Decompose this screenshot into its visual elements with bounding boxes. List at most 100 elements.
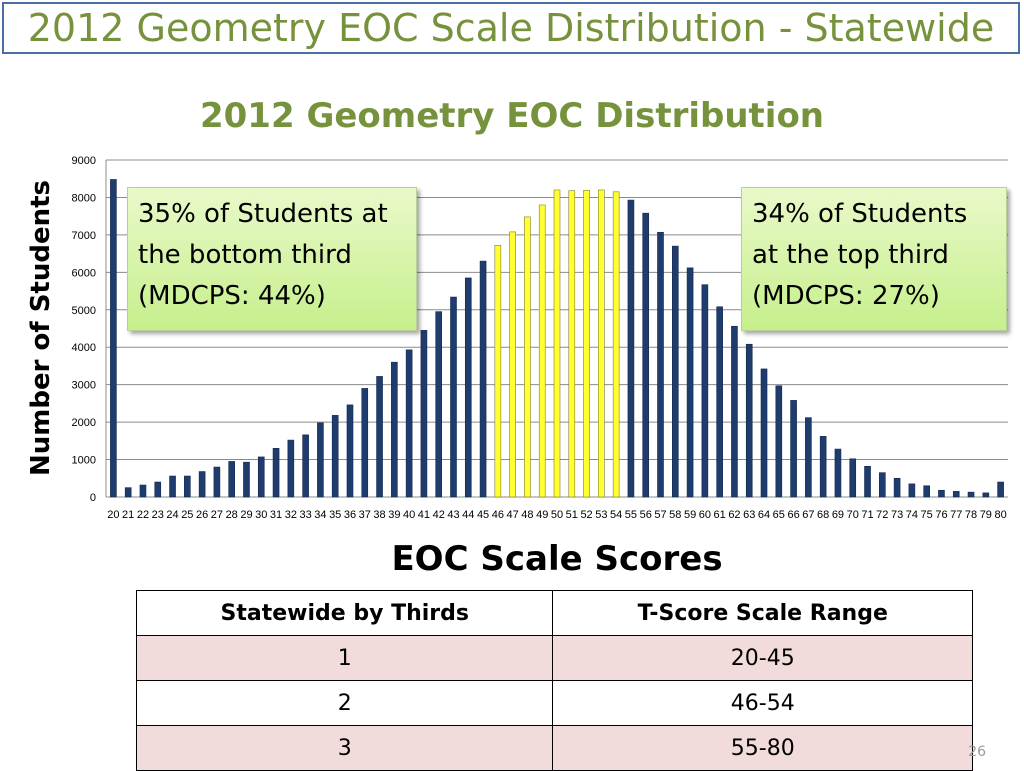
bar-70 bbox=[849, 458, 857, 498]
y-tick-label: 3000 bbox=[72, 380, 96, 392]
x-tick-label: 66 bbox=[787, 509, 799, 521]
page-number: 26 bbox=[968, 744, 986, 760]
x-tick-label: 45 bbox=[477, 509, 489, 521]
x-tick-label: 77 bbox=[950, 509, 962, 521]
bar-69 bbox=[834, 448, 842, 498]
bar-39 bbox=[391, 361, 398, 498]
bar-67 bbox=[805, 417, 812, 498]
bar-34 bbox=[317, 422, 324, 498]
bar-57 bbox=[657, 231, 664, 498]
bar-78 bbox=[967, 491, 975, 498]
bar-35 bbox=[331, 415, 339, 498]
bar-30 bbox=[257, 456, 265, 498]
bar-28 bbox=[228, 461, 235, 498]
x-tick-label: 65 bbox=[773, 509, 785, 521]
y-tick-label: 4000 bbox=[72, 342, 96, 354]
x-tick-label: 39 bbox=[388, 509, 400, 521]
slide-title-box: 2012 Geometry EOC Scale Distribution - S… bbox=[2, 2, 1020, 54]
bar-61 bbox=[716, 306, 723, 498]
bar-25 bbox=[184, 475, 191, 498]
x-tick-label: 79 bbox=[980, 509, 992, 521]
x-tick-label: 58 bbox=[669, 509, 681, 521]
x-tick-label: 30 bbox=[255, 509, 267, 521]
bar-60 bbox=[701, 284, 709, 498]
bar-48 bbox=[524, 216, 531, 498]
x-tick-label: 27 bbox=[211, 509, 223, 521]
bar-77 bbox=[952, 491, 960, 498]
cell-third: 1 bbox=[135, 635, 554, 681]
bar-37 bbox=[361, 388, 369, 498]
x-tick-label: 73 bbox=[891, 509, 903, 521]
x-tick-label: 49 bbox=[536, 509, 548, 521]
x-tick-label: 31 bbox=[270, 509, 282, 521]
x-tick-label: 52 bbox=[580, 509, 592, 521]
bar-52 bbox=[583, 190, 590, 498]
table-row: 2 46-54 bbox=[135, 680, 973, 726]
y-tick-label: 9000 bbox=[72, 155, 96, 167]
x-tick-label: 37 bbox=[359, 509, 371, 521]
thirds-table: Statewide by Thirds T-Score Scale Range … bbox=[135, 590, 973, 771]
slide-title: 2012 Geometry EOC Scale Distribution - S… bbox=[27, 6, 995, 50]
cell-third: 3 bbox=[135, 725, 554, 771]
bar-73 bbox=[893, 477, 901, 498]
bar-55 bbox=[627, 199, 635, 498]
callout-bottom-line-3: (MDCPS: 44%) bbox=[138, 281, 326, 311]
callout-bottom-line-2: the bottom third bbox=[138, 240, 352, 270]
x-tick-label: 70 bbox=[847, 509, 859, 521]
x-tick-label: 75 bbox=[921, 509, 933, 521]
bar-79 bbox=[982, 492, 990, 498]
bar-56 bbox=[642, 212, 650, 498]
callout-top-third: 34% of Students at the top third (MDCPS:… bbox=[741, 187, 1007, 331]
x-tick-label: 59 bbox=[684, 509, 696, 521]
bar-40 bbox=[405, 349, 413, 498]
x-tick-label: 61 bbox=[714, 509, 726, 521]
x-tick-label: 21 bbox=[122, 509, 134, 521]
x-tick-label: 80 bbox=[994, 509, 1006, 521]
bar-36 bbox=[346, 404, 354, 498]
x-tick-label: 44 bbox=[462, 509, 474, 521]
bar-21 bbox=[124, 487, 132, 498]
y-tick-label: 8000 bbox=[72, 192, 96, 204]
header-thirds: Statewide by Thirds bbox=[135, 590, 554, 636]
x-tick-label: 42 bbox=[433, 509, 445, 521]
bar-44 bbox=[464, 277, 472, 498]
bar-31 bbox=[272, 448, 280, 498]
bar-63 bbox=[745, 343, 753, 498]
x-tick-label: 50 bbox=[551, 509, 563, 521]
y-axis-title: Number of Students bbox=[26, 180, 56, 476]
x-axis-title: EOC Scale Scores bbox=[391, 539, 722, 579]
y-tick-label: 0 bbox=[90, 492, 96, 504]
x-tick-label: 23 bbox=[152, 509, 164, 521]
x-tick-label: 71 bbox=[861, 509, 873, 521]
x-tick-label: 78 bbox=[965, 509, 977, 521]
bar-66 bbox=[790, 400, 797, 498]
y-tick-label: 1000 bbox=[72, 455, 96, 467]
x-tick-label: 29 bbox=[240, 509, 252, 521]
bar-41 bbox=[420, 330, 428, 498]
bar-42 bbox=[435, 311, 443, 498]
bar-50 bbox=[553, 189, 561, 498]
bar-38 bbox=[376, 376, 383, 498]
x-tick-label: 76 bbox=[935, 509, 947, 521]
bar-29 bbox=[243, 461, 250, 498]
x-tick-label: 43 bbox=[447, 509, 459, 521]
bar-27 bbox=[213, 466, 221, 498]
bar-26 bbox=[198, 471, 206, 498]
bar-47 bbox=[509, 231, 516, 498]
bar-62 bbox=[731, 325, 738, 498]
bar-72 bbox=[879, 472, 886, 498]
cell-range: 20-45 bbox=[552, 635, 973, 681]
x-tick-label: 22 bbox=[137, 509, 149, 521]
x-tick-label: 56 bbox=[640, 509, 652, 521]
bar-75 bbox=[923, 485, 930, 498]
bar-58 bbox=[671, 245, 679, 498]
x-tick-label: 25 bbox=[181, 509, 193, 521]
callout-bottom-line-1: 35% of Students at bbox=[138, 199, 388, 229]
bar-32 bbox=[287, 439, 295, 498]
bar-74 bbox=[908, 483, 916, 498]
x-tick-label: 32 bbox=[285, 509, 297, 521]
callout-top-line-1: 34% of Students bbox=[752, 199, 968, 229]
x-tick-label: 41 bbox=[418, 509, 430, 521]
thirds-table-wrap: Statewide by Thirds T-Score Scale Range … bbox=[135, 590, 973, 771]
table-header-row: Statewide by Thirds T-Score Scale Range bbox=[135, 590, 973, 636]
